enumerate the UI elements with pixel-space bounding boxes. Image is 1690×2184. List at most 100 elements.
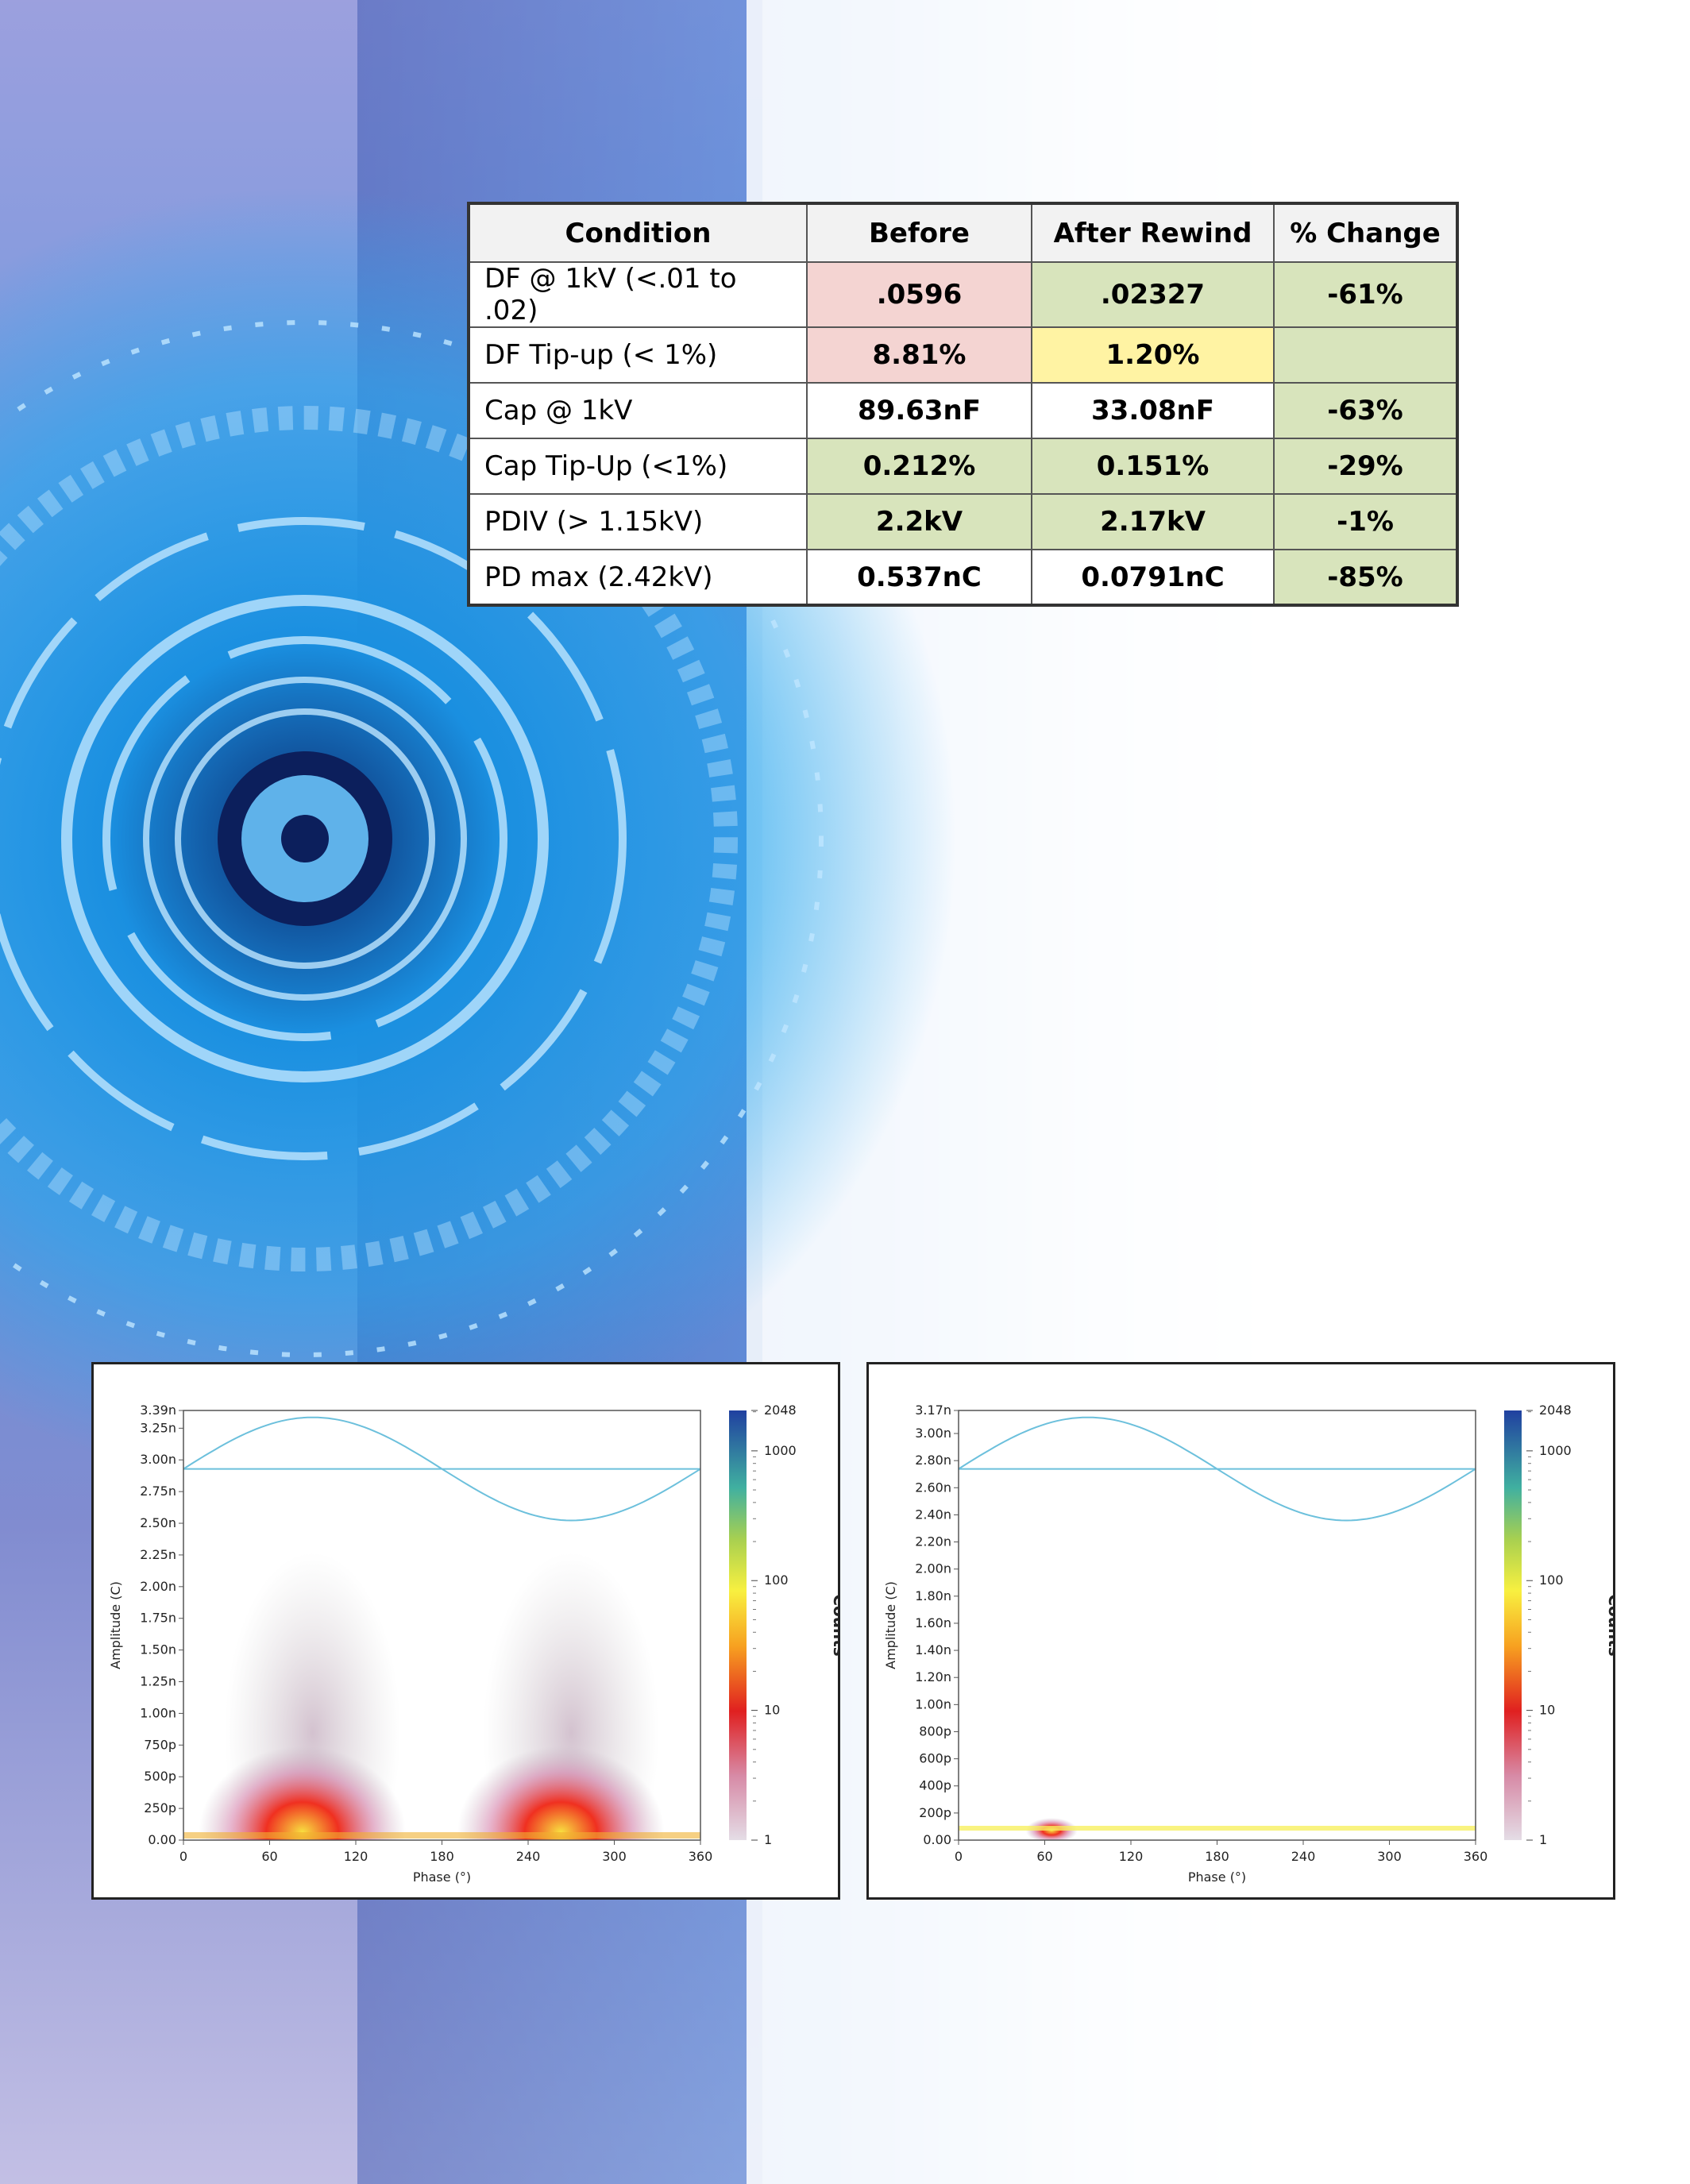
y-tick-label: 3.00n [140,1452,176,1467]
dense [199,1746,406,1840]
cell: -61% [1273,261,1458,328]
colorbar [1504,1410,1522,1840]
colorbar-tick-label: 100 [764,1572,789,1588]
colorbar-label: Counts [1605,1594,1613,1656]
y-axis-label: Amplitude (C) [108,1581,123,1669]
spray [483,1552,659,1840]
colorbar-tick-label: 2048 [764,1403,797,1418]
cell: .0596 [806,261,1032,328]
cell: -1% [1273,493,1458,550]
plot-frame [958,1410,1476,1841]
cell: 2.17kV [1031,493,1275,550]
cell: DF Tip-up (< 1%) [468,326,808,384]
cell: 0.537nC [806,549,1032,606]
header-cell: After Rewind [1031,203,1275,263]
x-tick-label: 300 [1377,1849,1402,1864]
cell: Cap Tip-Up (<1%) [468,438,808,495]
prpd-after: 0.00 200p 400p 600p 800p 1.00n 1.20n 1.40n 1.60n… [866,1362,1624,1900]
row: Cap Tip-Up (<1%) 0.212% 0.151% -29% [468,438,1458,495]
y-tick-label: 2.75n [140,1484,176,1499]
colorbar-tick-label: 2048 [1539,1403,1572,1418]
x-axis-label: Phase (°) [1188,1870,1246,1885]
y-tick-label: 2.40n [915,1507,951,1522]
cell: -85% [1273,549,1458,606]
colorbar-tick-label: 1 [1539,1832,1547,1847]
row: Cap @ 1kV 89.63nF 33.08nF -63% [468,382,1458,439]
cell: -63% [1273,382,1458,439]
y-tick-label: 0.00 [148,1832,176,1847]
x-tick-label: 120 [344,1849,368,1864]
header-cell: Before [806,203,1032,263]
baseline [183,1832,700,1839]
y-tick-label: 2.20n [915,1534,951,1549]
header-cell: % Change [1273,203,1458,263]
x-tick-label: 300 [602,1849,627,1864]
x-tick-label: 120 [1119,1849,1144,1864]
x-tick-label: 240 [1291,1849,1316,1864]
colorbar-label: Counts [830,1594,838,1656]
cell: 0.0791nC [1031,549,1275,606]
y-tick-label: 2.00n [140,1579,176,1594]
colorbar [729,1410,747,1840]
y-tick-label: 1.00n [915,1696,951,1711]
results-table: Condition Before After Rewind% Change DF @ … [467,202,1459,607]
cloud [959,1818,1476,1840]
prpd-plot: 0.00 200p 400p 600p 800p 1.00n 1.20n 1.40n 1.60n… [883,1403,1624,1885]
cell: -29% [1273,438,1458,495]
y-tick-label: 500p [144,1769,176,1784]
spray [225,1552,401,1840]
y-tick-label: 600p [919,1751,951,1766]
baseline [959,1826,1476,1831]
row: DF Tip-up (< 1%) 8.81% 1.20% [468,326,1458,384]
y-tick-label: 2.00n [915,1561,951,1576]
y-tick-label: 2.50n [140,1515,176,1530]
y-tick-label: 1.75n [140,1611,176,1626]
x-tick-label: 240 [516,1849,541,1864]
x-tick-label: 0 [179,1849,187,1864]
cell: .02327 [1031,261,1275,328]
y-axis-label: Amplitude (C) [883,1581,898,1669]
y-tick-label: 1.20n [915,1669,951,1684]
y-tick-label: 1.60n [915,1615,951,1630]
y-tick-label: 1.00n [140,1705,176,1720]
y-tick-label: 3.00n [915,1426,951,1441]
y-tick-label: 1.25n [140,1674,176,1689]
x-tick-label: 0 [955,1849,963,1864]
y-tick-label: 750p [144,1737,176,1752]
row: PDIV (> 1.15kV) 2.2kV 2.17kV -1% [468,493,1458,550]
y-tick-label: 3.25n [140,1420,176,1435]
y-tick-label: 2.80n [915,1453,951,1468]
y-tick-label: 3.39n [140,1403,176,1418]
cell: Cap @ 1kV [468,382,808,439]
y-tick-label: 1.50n [140,1642,176,1657]
x-tick-label: 60 [1036,1849,1052,1864]
x-tick-label: 360 [1464,1849,1488,1864]
row: PD max (2.42kV) 0.537nC 0.0791nC -85% [468,549,1458,606]
cell: DF @ 1kV (<.01 to .02) [468,261,808,328]
cell: 0.151% [1031,438,1275,495]
y-tick-label: 2.60n [915,1480,951,1495]
cell: 33.08nF [1031,382,1275,439]
colorbar-tick-label: 1 [764,1832,772,1847]
x-tick-label: 180 [1205,1849,1229,1864]
y-tick-label: 3.17n [915,1403,951,1418]
y-tick-label: 250p [144,1800,176,1815]
y-tick-label: 200p [919,1805,951,1820]
y-tick-label: 400p [919,1778,951,1793]
colorbar-tick-label: 100 [1539,1572,1564,1588]
y-tick-label: 800p [919,1723,951,1738]
x-tick-label: 60 [261,1849,277,1864]
y-tick-label: 2.25n [140,1547,176,1562]
cell: 89.63nF [806,382,1032,439]
x-tick-label: 360 [689,1849,713,1864]
y-tick-label: 1.40n [915,1642,951,1657]
cloud [183,1552,700,1840]
colorbar-tick-label: 1000 [764,1443,797,1458]
colorbar-tick-label: 1000 [1539,1443,1572,1458]
dense [457,1746,665,1840]
row: DF @ 1kV (<.01 to .02) .0596.02327 -61% [468,261,1458,328]
cell: PDIV (> 1.15kV) [468,493,808,550]
cell [1273,326,1458,384]
cell: PD max (2.42kV) [468,549,808,606]
